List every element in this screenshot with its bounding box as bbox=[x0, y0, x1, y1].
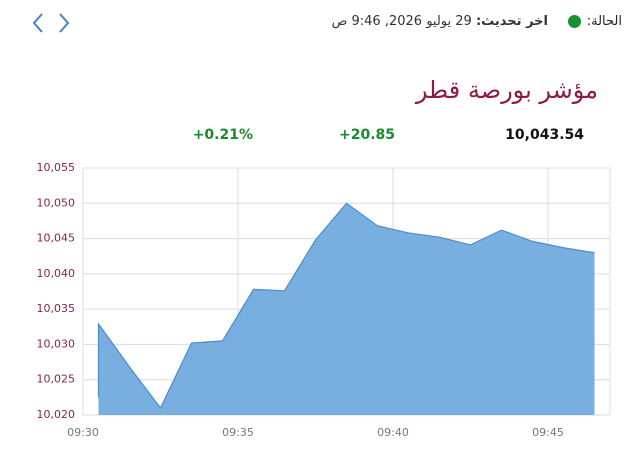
change: +20.85 bbox=[338, 127, 395, 143]
update-label: اخر تحديث: bbox=[475, 14, 548, 29]
last-value: 10,043.54 bbox=[505, 127, 584, 143]
update: اخر تحديث: 29 يوليو 2026, 9:46 ص bbox=[332, 14, 548, 29]
index-title: مؤشر بورصة قطر bbox=[415, 76, 598, 104]
x-tick-label: 09:45 bbox=[532, 426, 564, 439]
status: الحالة: bbox=[567, 14, 622, 29]
y-tick-label: 10,045 bbox=[37, 232, 76, 245]
y-tick-label: 10,030 bbox=[37, 337, 76, 350]
y-tick-label: 10,020 bbox=[37, 408, 76, 421]
y-tick-label: 10,055 bbox=[37, 161, 76, 174]
nav-arrows bbox=[32, 13, 70, 33]
change-percent: +0.21% bbox=[192, 127, 253, 143]
y-tick-label: 10,040 bbox=[37, 267, 76, 280]
y-tick-label: 10,035 bbox=[37, 302, 76, 315]
y-tick-label: 10,050 bbox=[37, 196, 76, 209]
x-tick-label: 09:30 bbox=[67, 426, 99, 439]
area-fill bbox=[98, 203, 595, 415]
area-line bbox=[97, 202, 595, 410]
status-dot bbox=[567, 15, 581, 28]
status-label: الحالة: bbox=[586, 14, 622, 29]
x-tick-label: 09:40 bbox=[377, 426, 409, 439]
prev-button[interactable] bbox=[32, 13, 43, 33]
y-tick-label: 10,025 bbox=[37, 373, 76, 386]
update-time: 29 يوليو 2026, 9:46 ص bbox=[331, 14, 472, 29]
next-button[interactable] bbox=[59, 13, 70, 33]
x-tick-label: 09:35 bbox=[222, 426, 254, 439]
